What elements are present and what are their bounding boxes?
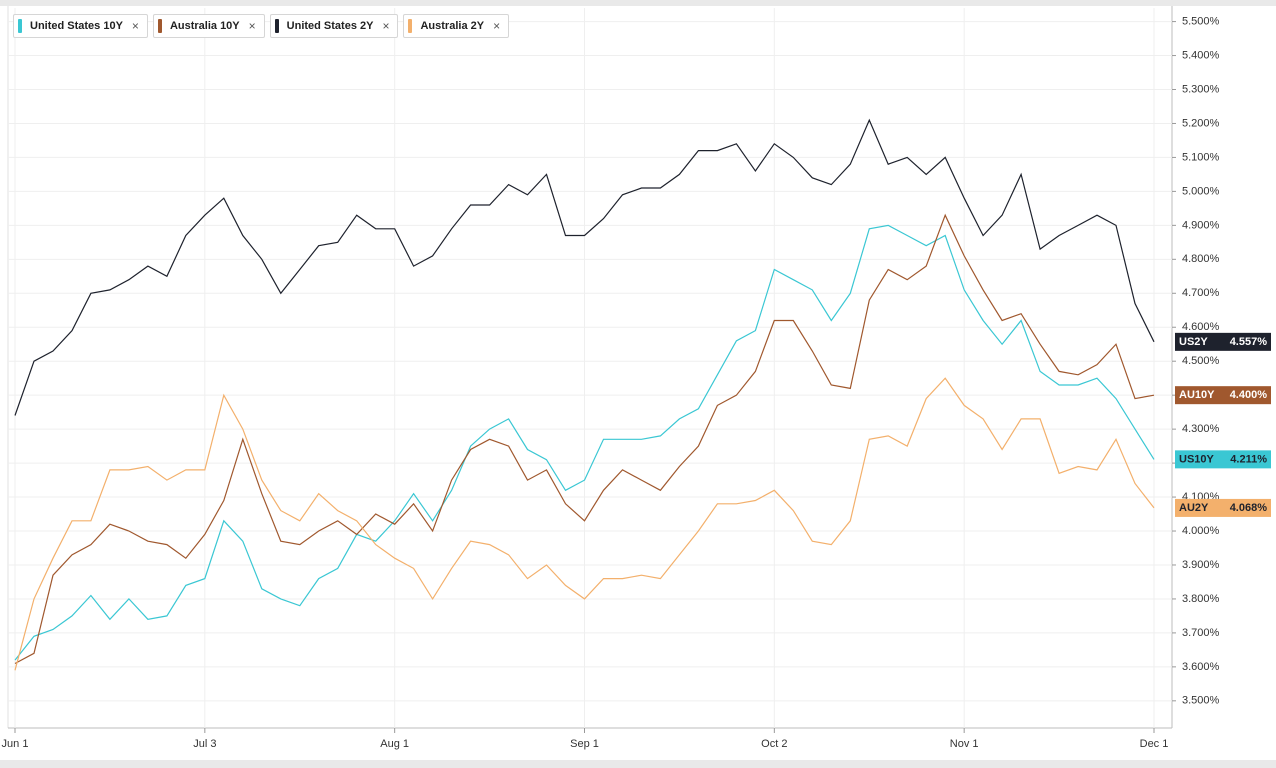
legend-label: Australia 2Y [420, 20, 485, 32]
x-tick-label: Aug 1 [380, 738, 409, 750]
last-value-name: US10Y [1179, 453, 1215, 465]
y-tick-label: 5.300% [1182, 83, 1220, 95]
legend: United States 10Y × Australia 10Y × United S… [13, 14, 510, 38]
x-tick-label: Sep 1 [570, 738, 599, 750]
remove-button[interactable]: × [131, 19, 139, 33]
remove-button[interactable]: × [382, 19, 390, 33]
y-tick-label: 3.800% [1182, 593, 1220, 605]
remove-button[interactable]: × [493, 19, 501, 33]
last-value-tag: US2Y 4.557% [1175, 332, 1271, 351]
x-tick-label: Jul 3 [193, 738, 216, 750]
x-tick-label: Jun 1 [2, 738, 29, 750]
y-tick-label: 4.800% [1182, 253, 1220, 265]
series-line [14, 213, 1155, 665]
last-value-tag: AU2Y 4.068% [1175, 498, 1271, 517]
y-tick-label: 3.600% [1182, 661, 1220, 673]
x-tick-label: Dec 1 [1140, 738, 1169, 750]
y-tick-label: 5.400% [1182, 49, 1220, 61]
y-tick-label: 4.000% [1182, 525, 1220, 537]
y-tick-label: 4.300% [1182, 423, 1220, 435]
legend-swatch [18, 19, 22, 33]
last-value-bg [1175, 386, 1271, 405]
legend-label: Australia 10Y [169, 20, 240, 32]
legend-swatch [157, 19, 162, 33]
y-tick-label: 5.500% [1182, 15, 1220, 27]
last-value-name: AU10Y [1179, 389, 1215, 401]
last-value-bg [1175, 498, 1271, 517]
y-tick-label: 5.200% [1182, 117, 1220, 129]
last-value-bg [1175, 450, 1271, 469]
last-value-label: 4.211% [1230, 453, 1267, 465]
last-value-label: 4.400% [1230, 389, 1268, 401]
bottom-frame [0, 760, 1276, 768]
legend-item[interactable]: United States 2Y × [269, 14, 399, 38]
y-tick-label: 4.600% [1182, 321, 1220, 333]
last-value-name: US2Y [1179, 336, 1208, 348]
legend-label: United States 10Y [30, 20, 123, 32]
y-tick-label: 4.900% [1182, 219, 1220, 231]
y-tick-label: 3.700% [1182, 627, 1220, 639]
last-value-tag: US10Y 4.211% [1175, 450, 1271, 469]
last-value-bg [1175, 332, 1271, 351]
y-tick-label: 5.100% [1182, 151, 1220, 163]
y-tick-label: 3.500% [1182, 695, 1220, 707]
series-line [14, 118, 1155, 416]
legend-item[interactable]: Australia 2Y × [403, 14, 510, 38]
series-line [14, 377, 1155, 671]
legend-item[interactable]: United States 10Y × [13, 14, 148, 38]
y-tick-label: 5.000% [1182, 185, 1220, 197]
y-tick-label: 4.500% [1182, 355, 1220, 367]
legend-label: United States 2Y [286, 20, 374, 32]
remove-button[interactable]: × [248, 19, 256, 33]
last-value-label: 4.068% [1230, 502, 1268, 514]
legend-swatch [408, 19, 413, 33]
last-value-tag: AU10Y 4.400% [1175, 386, 1271, 405]
top-frame [0, 0, 1276, 6]
x-tick-label: Nov 1 [950, 738, 979, 750]
y-tick-label: 3.900% [1182, 559, 1220, 571]
y-tick-label: 4.700% [1182, 287, 1220, 299]
x-tick-label: Oct 2 [761, 738, 787, 750]
legend-item[interactable]: Australia 10Y × [152, 14, 265, 38]
legend-swatch [274, 19, 279, 33]
series-line [14, 224, 1155, 661]
last-value-name: AU2Y [1179, 502, 1209, 514]
last-value-label: 4.557% [1230, 336, 1268, 348]
